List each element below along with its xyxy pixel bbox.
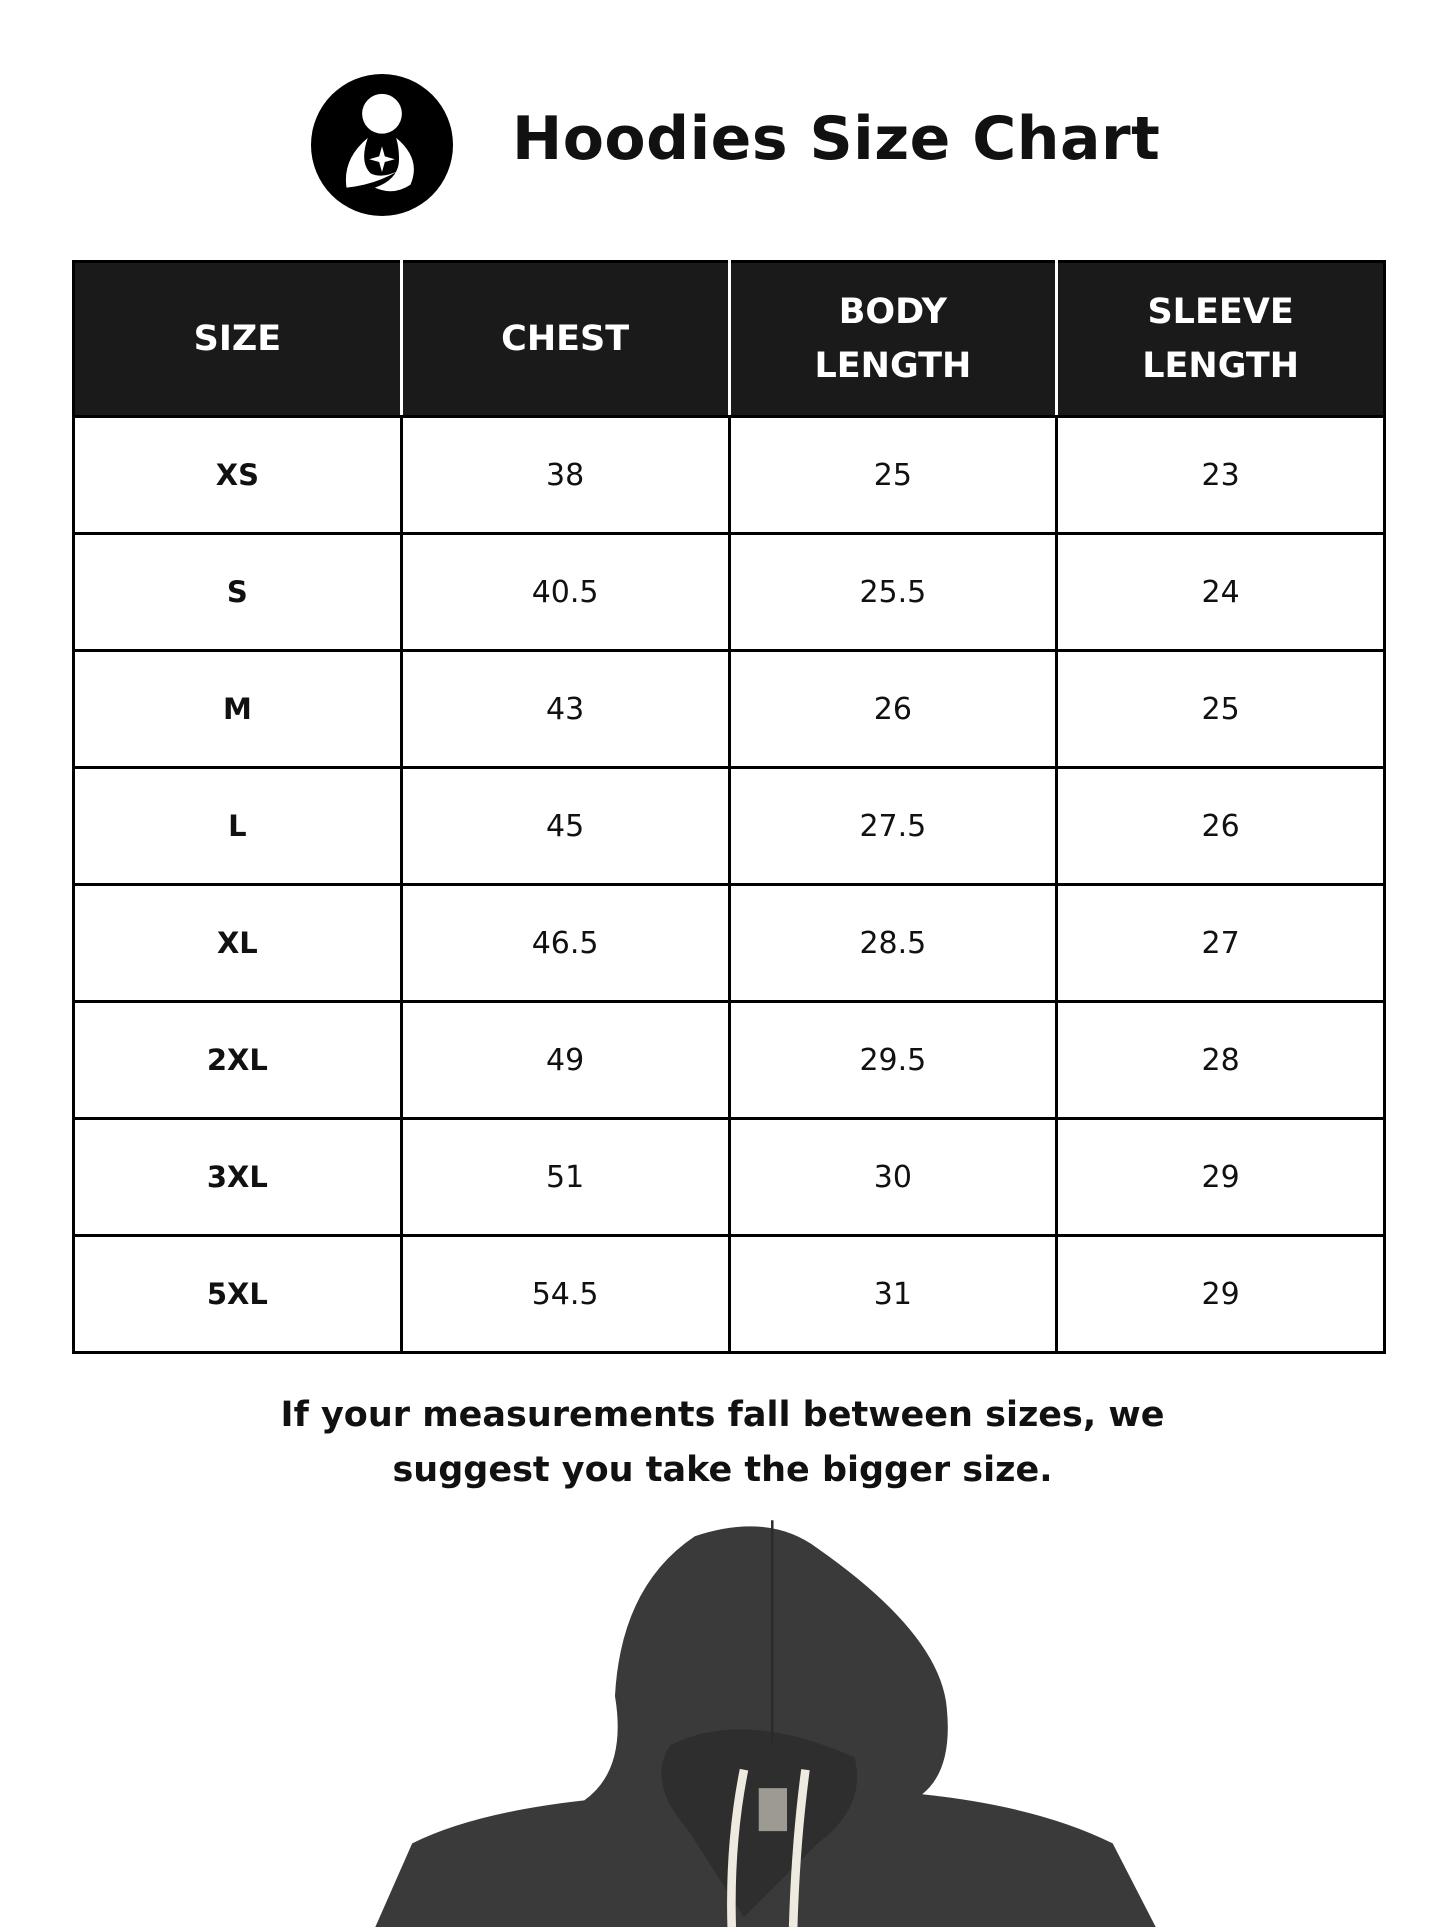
measurement-cell: 38 <box>399 415 731 535</box>
size-cell: M <box>72 649 403 769</box>
measurement-cell: 29.5 <box>727 1000 1059 1120</box>
measurement-cell: 49 <box>399 1000 731 1120</box>
measurement-cell: 27 <box>1055 883 1386 1003</box>
measurement-cell: 25 <box>727 415 1059 535</box>
size-cell: 2XL <box>72 1000 403 1120</box>
measurement-cell: 45 <box>399 766 731 886</box>
column-header-line: SIZE <box>193 319 282 359</box>
measurement-cell: 26 <box>727 649 1059 769</box>
measurement-cell: 23 <box>1055 415 1386 535</box>
table-row: M 43 26 25 <box>72 649 1386 769</box>
column-header-line: BODY <box>838 292 948 332</box>
measurement-cell: 29 <box>1055 1234 1386 1354</box>
measurement-cell: 54.5 <box>399 1234 731 1354</box>
measurement-cell: 31 <box>727 1234 1059 1354</box>
measurement-cell: 25.5 <box>727 532 1059 652</box>
measurement-cell: 25 <box>1055 649 1386 769</box>
column-header-line: LENGTH <box>1142 346 1300 386</box>
size-chart-table: SIZE CHEST BODY LENGTH SLEEVE LENGTH XS 38 25 23… <box>72 260 1386 1354</box>
column-header: SIZE <box>72 260 403 418</box>
size-cell: 3XL <box>72 1117 403 1237</box>
measurement-cell: 26 <box>1055 766 1386 886</box>
measurement-cell: 24 <box>1055 532 1386 652</box>
table-header-row: SIZE CHEST BODY LENGTH SLEEVE LENGTH <box>72 260 1386 418</box>
table-row: 3XL 51 30 29 <box>72 1117 1386 1237</box>
size-cell: XL <box>72 883 403 1003</box>
note-line-1: If your measurements fall between sizes,… <box>280 1395 1165 1435</box>
table-row: XS 38 25 23 <box>72 415 1386 535</box>
table-row: XL 46.5 28.5 27 <box>72 883 1386 1003</box>
measurement-cell: 28 <box>1055 1000 1386 1120</box>
measurement-cell: 29 <box>1055 1117 1386 1237</box>
measurement-cell: 30 <box>727 1117 1059 1237</box>
brand-logo-icon <box>311 74 453 216</box>
column-header-line: SLEEVE <box>1147 292 1294 332</box>
size-cell: 5XL <box>72 1234 403 1354</box>
sizing-note: If your measurements fall between sizes,… <box>0 1388 1445 1498</box>
table-row: 5XL 54.5 31 29 <box>72 1234 1386 1354</box>
measurement-cell: 43 <box>399 649 731 769</box>
note-line-2: suggest you take the bigger size. <box>392 1450 1053 1490</box>
measurement-cell: 51 <box>399 1117 731 1237</box>
table-row: L 45 27.5 26 <box>72 766 1386 886</box>
measurement-cell: 28.5 <box>727 883 1059 1003</box>
column-header-line: LENGTH <box>814 346 972 386</box>
measurement-cell: 27.5 <box>727 766 1059 886</box>
measurement-cell: 46.5 <box>399 883 731 1003</box>
column-header: SLEEVE LENGTH <box>1055 260 1386 418</box>
column-header: BODY LENGTH <box>727 260 1059 418</box>
measurement-cell: 40.5 <box>399 532 731 652</box>
page-title: Hoodies Size Chart <box>512 104 1161 174</box>
table-row: S 40.5 25.5 24 <box>72 532 1386 652</box>
column-header: CHEST <box>399 260 731 418</box>
table-row: 2XL 49 29.5 28 <box>72 1000 1386 1120</box>
size-cell: L <box>72 766 403 886</box>
size-cell: XS <box>72 415 403 535</box>
size-cell: S <box>72 532 403 652</box>
column-header-line: CHEST <box>501 319 630 359</box>
